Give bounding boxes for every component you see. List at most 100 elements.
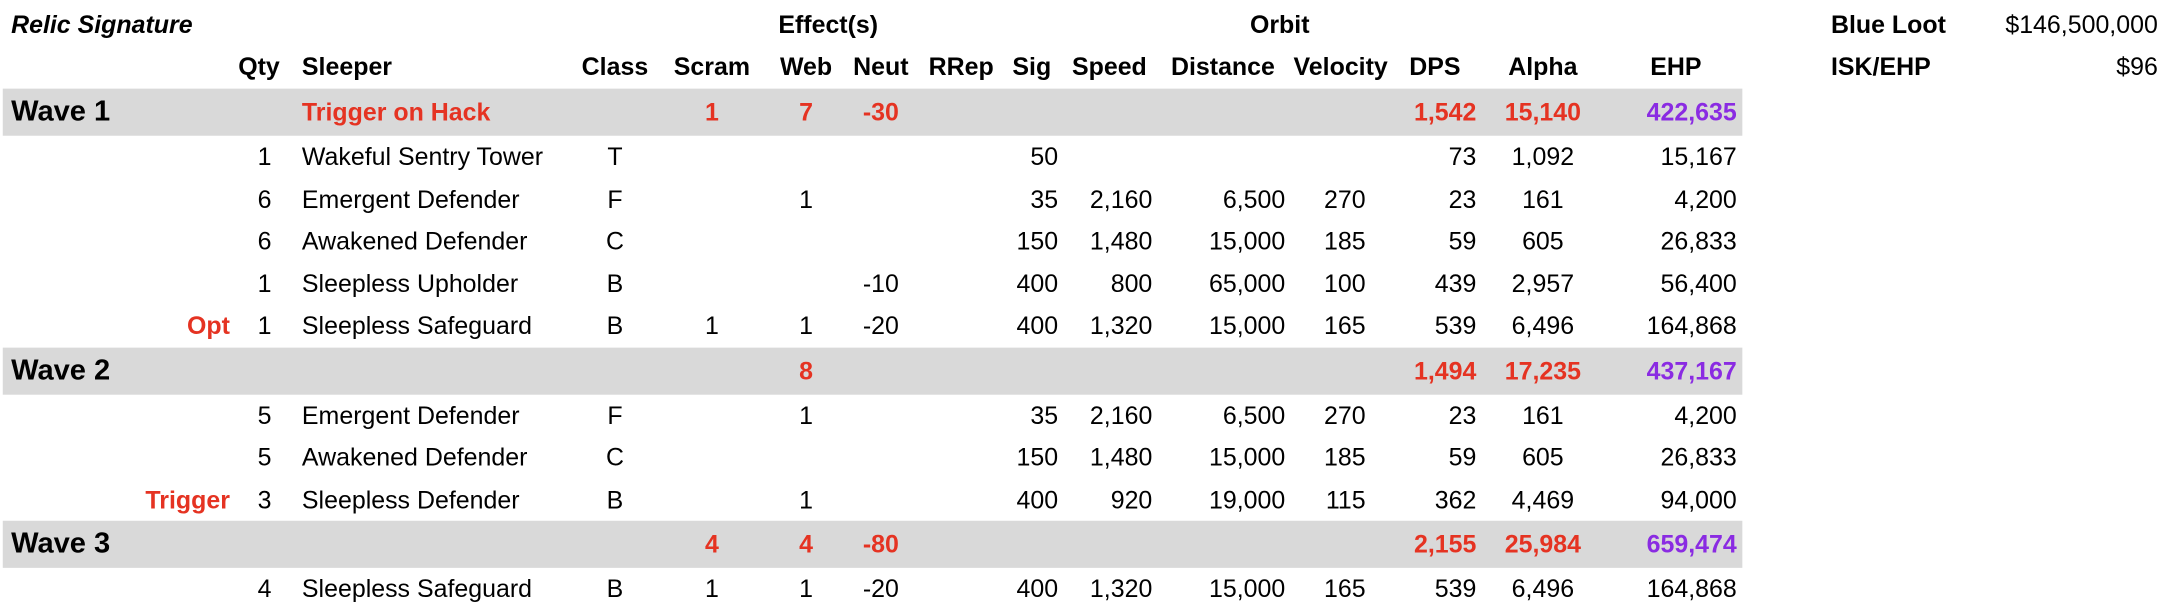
cell-sleeper: Awakened Defender — [301, 443, 528, 471]
cell-qty: 3 — [257, 485, 272, 514]
cell-distance: 6,500 — [1222, 184, 1286, 213]
cell-qty: 4 — [257, 574, 272, 603]
cell-dps: 59 — [1448, 443, 1477, 471]
cell-neut: -20 — [862, 574, 899, 603]
cell-sleeper: Emergent Defender — [301, 400, 520, 429]
cell-qty: 1 — [257, 142, 272, 171]
cell-ehp: 164,868 — [1646, 311, 1737, 340]
column-header-sig: Sig — [1012, 52, 1052, 81]
wave-dps-total: 1,542 — [1414, 98, 1477, 127]
cell-alpha: 1,092 — [1511, 142, 1575, 171]
cell-distance: 6,500 — [1222, 400, 1286, 429]
blue-loot-label: Blue Loot — [1830, 11, 1946, 39]
wave-dps-total: 1,494 — [1414, 356, 1477, 385]
cell-velocity: 185 — [1323, 227, 1366, 255]
cell-class: C — [605, 227, 624, 255]
cell-class: F — [607, 184, 623, 213]
cell-dps: 539 — [1434, 311, 1477, 340]
column-header-speed: Speed — [1071, 52, 1147, 81]
wave-summary-row — [2, 88, 1743, 136]
cell-web: 1 — [799, 311, 813, 340]
cell-class: B — [606, 311, 624, 340]
cell-web: 1 — [799, 574, 813, 603]
cell-web: 1 — [799, 485, 813, 514]
wave-web-total: 8 — [799, 356, 813, 385]
cell-sleeper: Sleepless Safeguard — [301, 574, 533, 603]
wave-trigger-note: Trigger on Hack — [301, 98, 491, 127]
wave-ehp-total: 659,474 — [1646, 530, 1737, 559]
cell-sig: 400 — [1016, 574, 1059, 603]
cell-ehp: 94,000 — [1660, 485, 1737, 514]
cell-speed: 800 — [1110, 269, 1153, 298]
cell-velocity: 165 — [1323, 574, 1366, 603]
wave-neut-total: -30 — [862, 98, 899, 127]
cell-qty: 1 — [257, 311, 272, 340]
cell-distance: 15,000 — [1209, 227, 1286, 255]
cell-alpha: 161 — [1522, 400, 1564, 429]
cell-sleeper: Wakeful Sentry Tower — [301, 142, 544, 171]
wave-label: Wave 2 — [11, 353, 111, 386]
wave-alpha-total: 17,235 — [1504, 356, 1582, 385]
orbit-group-header: Orbit — [1249, 11, 1310, 39]
cell-alpha: 6,496 — [1511, 311, 1575, 340]
cell-ehp: 15,167 — [1660, 142, 1737, 171]
cell-neut: -10 — [862, 269, 899, 298]
cell-sleeper: Emergent Defender — [301, 184, 520, 213]
wave-ehp-total: 437,167 — [1646, 356, 1737, 385]
cell-ehp: 26,833 — [1660, 227, 1737, 255]
sheet-title: Relic Signature — [11, 11, 193, 39]
cell-alpha: 6,496 — [1511, 574, 1575, 603]
cell-alpha: 4,469 — [1511, 485, 1575, 514]
cell-speed: 1,320 — [1089, 574, 1153, 603]
column-header-qty: Qty — [238, 52, 280, 81]
wave-neut-total: -80 — [862, 530, 899, 559]
cell-alpha: 2,957 — [1511, 269, 1575, 298]
column-header-class: Class — [581, 52, 649, 81]
wave-dps-total: 2,155 — [1414, 530, 1477, 559]
wave-scram-total: 1 — [704, 98, 719, 127]
cell-velocity: 270 — [1323, 400, 1366, 429]
cell-dps: 23 — [1448, 184, 1477, 213]
cell-qty: 5 — [257, 400, 272, 429]
cell-sleeper: Sleepless Upholder — [301, 269, 519, 298]
cell-qty: 5 — [257, 443, 272, 471]
cell-qty: 6 — [257, 184, 272, 213]
cell-velocity: 100 — [1323, 269, 1366, 298]
cell-distance: 65,000 — [1209, 269, 1286, 298]
cell-class: B — [606, 574, 624, 603]
wave-alpha-total: 15,140 — [1504, 98, 1582, 127]
cell-ehp: 4,200 — [1674, 184, 1737, 213]
cell-velocity: 165 — [1323, 311, 1366, 340]
column-header-rrep: RRep — [928, 52, 994, 81]
cell-sig: 50 — [1030, 142, 1059, 171]
cell-neut: -20 — [862, 311, 899, 340]
cell-distance: 15,000 — [1209, 574, 1286, 603]
cell-distance: 19,000 — [1209, 485, 1286, 514]
column-header-neut: Neut — [853, 52, 909, 81]
cell-dps: 73 — [1448, 142, 1477, 171]
cell-sig: 150 — [1016, 227, 1059, 255]
cell-sig: 35 — [1030, 400, 1059, 429]
cell-web: 1 — [799, 400, 813, 429]
wave-alpha-total: 25,984 — [1504, 530, 1582, 559]
wave-label: Wave 3 — [11, 527, 111, 560]
cell-sleeper: Sleepless Defender — [301, 485, 520, 514]
cell-ehp: 164,868 — [1646, 574, 1737, 603]
cell-ehp: 26,833 — [1660, 443, 1737, 471]
cell-class: B — [606, 269, 624, 298]
cell-sleeper: Sleepless Safeguard — [301, 311, 533, 340]
column-header-scram: Scram — [673, 52, 750, 81]
cell-class: F — [607, 400, 623, 429]
column-header-web: Web — [779, 52, 833, 81]
cell-sig: 35 — [1030, 184, 1059, 213]
cell-ehp: 4,200 — [1674, 400, 1737, 429]
wave-ehp-total: 422,635 — [1646, 98, 1737, 127]
cell-speed: 1,320 — [1089, 311, 1153, 340]
cell-class: B — [606, 485, 624, 514]
cell-sig: 400 — [1016, 269, 1059, 298]
column-header-distance: Distance — [1170, 52, 1275, 81]
cell-note: Opt — [186, 311, 230, 340]
cell-qty: 1 — [257, 269, 272, 298]
cell-qty: 6 — [257, 227, 272, 255]
cell-distance: 15,000 — [1209, 443, 1286, 471]
